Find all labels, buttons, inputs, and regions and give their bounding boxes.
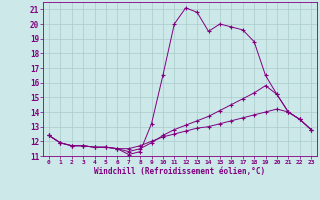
X-axis label: Windchill (Refroidissement éolien,°C): Windchill (Refroidissement éolien,°C) (94, 167, 266, 176)
